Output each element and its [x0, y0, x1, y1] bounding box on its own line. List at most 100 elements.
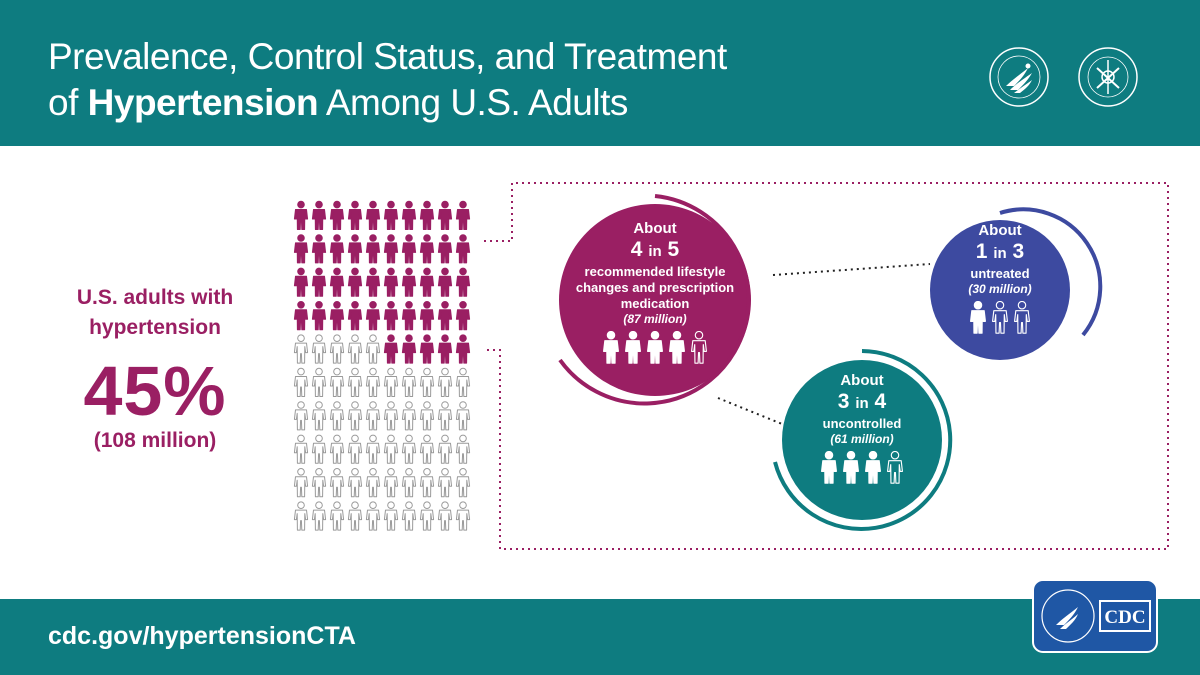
- person-icon: [383, 234, 399, 264]
- person-icon: [419, 234, 435, 264]
- person-icon: [455, 501, 471, 531]
- person-icon: [1014, 301, 1030, 334]
- cdc-logo-text: CDC: [1104, 607, 1145, 628]
- person-icon: [347, 367, 363, 397]
- person-icon: [293, 367, 309, 397]
- lifestyle-ratio: 4 in 5: [559, 238, 751, 264]
- person-icon: [311, 434, 327, 464]
- title-line-2: of Hypertension Among U.S. Adults: [48, 80, 727, 126]
- person-icon: [311, 334, 327, 364]
- person-icon: [419, 267, 435, 297]
- untreated-figures: [934, 301, 1066, 340]
- person-icon: [347, 468, 363, 498]
- person-icon: [293, 234, 309, 264]
- person-icon: [311, 300, 327, 331]
- person-icon: [365, 334, 381, 364]
- person-icon: [455, 468, 471, 498]
- person-icon: [383, 300, 399, 331]
- person-icon: [669, 331, 685, 364]
- person-icon: [383, 501, 399, 531]
- person-icon: [293, 300, 309, 331]
- person-icon: [970, 301, 986, 334]
- person-icon: [365, 468, 381, 498]
- untreated-ratio-b: 3: [1012, 240, 1025, 263]
- person-icon: [365, 300, 381, 331]
- untreated-ratio-in: in: [993, 245, 1007, 262]
- person-icon: [437, 367, 453, 397]
- person-icon: [437, 468, 453, 498]
- header-banner: Prevalence, Control Status, and Treatmen…: [0, 0, 1200, 146]
- person-icon: [347, 300, 363, 331]
- person-icon: [347, 234, 363, 264]
- person-icon: [865, 451, 881, 484]
- stat-percent: 45%: [83, 352, 227, 430]
- untreated-circle-disc: [930, 220, 1070, 360]
- person-icon: [437, 334, 453, 364]
- person-icon: [437, 267, 453, 297]
- person-icon: [365, 234, 381, 264]
- person-icon: [311, 468, 327, 498]
- untreated-desc: untreated: [970, 266, 1030, 281]
- person-icon: [455, 200, 471, 230]
- person-icon: [311, 267, 327, 297]
- uncontrolled-ratio-a: 3: [837, 390, 850, 413]
- person-icon: [383, 367, 399, 397]
- person-icon: [365, 501, 381, 531]
- hhs-seal-icon: [988, 46, 1050, 108]
- uncontrolled-circle-ring: [773, 349, 953, 531]
- person-icon: [401, 200, 417, 230]
- person-icon: [365, 200, 381, 230]
- person-icon: [437, 501, 453, 531]
- lifestyle-ratio-b: 5: [667, 238, 680, 261]
- person-icon: [401, 434, 417, 464]
- lifestyle-desc-1: recommended lifestyle: [584, 264, 726, 279]
- lifestyle-desc-3: medication: [620, 296, 690, 311]
- person-icon: [647, 331, 663, 364]
- person-icon: [401, 401, 417, 431]
- lifestyle-ratio-a: 4: [630, 238, 643, 261]
- person-icon: [293, 334, 309, 364]
- person-icon: [455, 367, 471, 397]
- stat-label: U.S. adults with hypertension: [40, 283, 270, 343]
- person-icon: [625, 331, 641, 364]
- uncontrolled-ratio: 3 in 4: [792, 390, 932, 416]
- person-icon: [401, 300, 417, 331]
- page-title: Prevalence, Control Status, and Treatmen…: [48, 34, 727, 126]
- untreated-ratio-a: 1: [975, 240, 988, 263]
- person-icon: [347, 401, 363, 431]
- person-icon: [383, 200, 399, 230]
- person-icon: [455, 434, 471, 464]
- person-icon: [455, 234, 471, 264]
- uncontrolled-count: (61 million): [830, 432, 894, 446]
- person-icon: [311, 501, 327, 531]
- uncontrolled-ratio-b: 4: [874, 390, 887, 413]
- footer-url[interactable]: cdc.gov/hypertensionCTA: [48, 622, 356, 650]
- lifestyle-desc-2: changes and prescription: [575, 280, 735, 295]
- person-icon: [455, 300, 471, 331]
- lifestyle-count: (87 million): [623, 312, 687, 326]
- person-icon: [365, 367, 381, 397]
- person-icon: [329, 300, 345, 331]
- person-icon: [437, 401, 453, 431]
- cdc-logo-icon: CDC: [1032, 579, 1158, 653]
- stat-count: (108 million): [93, 429, 217, 452]
- person-icon: [419, 300, 435, 331]
- person-icon: [329, 200, 345, 230]
- circle-uncontrolled: About 3 in 4 uncontrolled (61 million): [792, 372, 932, 490]
- person-icon: [383, 468, 399, 498]
- person-icon: [311, 367, 327, 397]
- person-icon: [329, 401, 345, 431]
- person-icon: [365, 401, 381, 431]
- person-icon: [437, 200, 453, 230]
- untreated-ratio: 1 in 3: [934, 240, 1066, 266]
- person-icon: [437, 234, 453, 264]
- person-icon: [603, 331, 619, 364]
- public-health-service-seal-icon: [1077, 46, 1139, 108]
- person-icon: [293, 434, 309, 464]
- lifestyle-ratio-in: in: [648, 243, 662, 260]
- person-icon: [401, 334, 417, 364]
- person-icon: [311, 234, 327, 264]
- uncontrolled-figures: [792, 451, 932, 490]
- person-icon: [347, 434, 363, 464]
- lifestyle-figures: [559, 331, 751, 370]
